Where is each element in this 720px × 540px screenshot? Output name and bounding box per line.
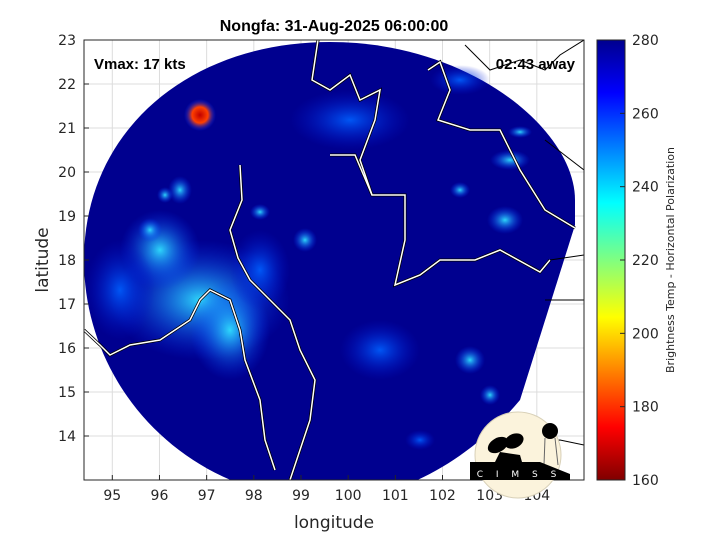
brightness-feature bbox=[450, 182, 470, 198]
brightness-feature bbox=[480, 385, 500, 405]
y-axis-label: latitude bbox=[33, 227, 53, 292]
chart-title: Nongfa: 31-Aug-2025 06:00:00 bbox=[220, 18, 449, 35]
brightness-feature bbox=[184, 99, 216, 131]
colorbar-tick-label: 160 bbox=[632, 473, 659, 489]
x-tick-label: 101 bbox=[382, 488, 409, 504]
y-tick-label: 17 bbox=[58, 297, 76, 313]
y-tick-label: 20 bbox=[58, 165, 76, 181]
colorbar-tick-label: 280 bbox=[632, 33, 659, 49]
brightness-feature bbox=[293, 228, 317, 252]
vmax-annotation: Vmax: 17 kts bbox=[94, 56, 186, 73]
brightness-feature bbox=[250, 204, 270, 220]
x-tick-label: 102 bbox=[429, 488, 456, 504]
y-tick-label: 18 bbox=[58, 253, 76, 269]
brightness-feature bbox=[157, 187, 173, 203]
brightness-feature bbox=[85, 240, 155, 340]
colorbar-tick-label: 180 bbox=[632, 400, 659, 416]
y-tick-label: 23 bbox=[58, 33, 76, 49]
brightness-feature bbox=[168, 176, 192, 204]
colorbar-tick-label: 260 bbox=[632, 106, 659, 122]
brightness-feature bbox=[508, 126, 532, 138]
brightness-feature bbox=[405, 430, 435, 450]
y-tick-label: 21 bbox=[58, 121, 76, 137]
colorbar-tick-label: 240 bbox=[632, 180, 659, 196]
logo-text: C I M S S bbox=[477, 470, 562, 480]
brightness-feature bbox=[455, 346, 485, 374]
brightness-feature bbox=[138, 218, 162, 242]
y-tick-label: 16 bbox=[58, 341, 76, 357]
colorbar-tick-label: 200 bbox=[632, 326, 659, 342]
swath bbox=[84, 40, 584, 480]
x-tick-label: 95 bbox=[103, 488, 121, 504]
brightness-feature bbox=[340, 320, 420, 380]
brightness-feature bbox=[290, 90, 410, 150]
colorbar-tick-label: 220 bbox=[632, 253, 659, 269]
x-tick-label: 99 bbox=[292, 488, 310, 504]
colorbar-ticks: 160 180 200 220 240 260 280 bbox=[620, 33, 659, 489]
brightness-feature bbox=[230, 230, 290, 310]
brightness-feature bbox=[430, 65, 490, 95]
brightness-feature bbox=[490, 150, 530, 170]
y-tick-label: 14 bbox=[58, 429, 76, 445]
x-tick-label: 96 bbox=[151, 488, 169, 504]
time-away-annotation: 02:43 away bbox=[496, 56, 576, 73]
y-ticks: 14 15 16 17 18 19 20 21 22 23 bbox=[58, 33, 89, 445]
cimss-logo: C I M S S bbox=[470, 411, 570, 499]
coastline bbox=[84, 40, 576, 480]
brightness-feature bbox=[487, 206, 523, 234]
y-tick-label: 22 bbox=[58, 77, 76, 93]
y-tick-label: 19 bbox=[58, 209, 76, 225]
colorbar-label: Brightness Temp - Horizontal Polarizatio… bbox=[664, 147, 677, 373]
y-tick-label: 15 bbox=[58, 385, 76, 401]
x-tick-label: 100 bbox=[335, 488, 362, 504]
x-tick-label: 98 bbox=[245, 488, 263, 504]
x-tick-label: 97 bbox=[198, 488, 216, 504]
x-axis-label: longitude bbox=[294, 513, 374, 533]
